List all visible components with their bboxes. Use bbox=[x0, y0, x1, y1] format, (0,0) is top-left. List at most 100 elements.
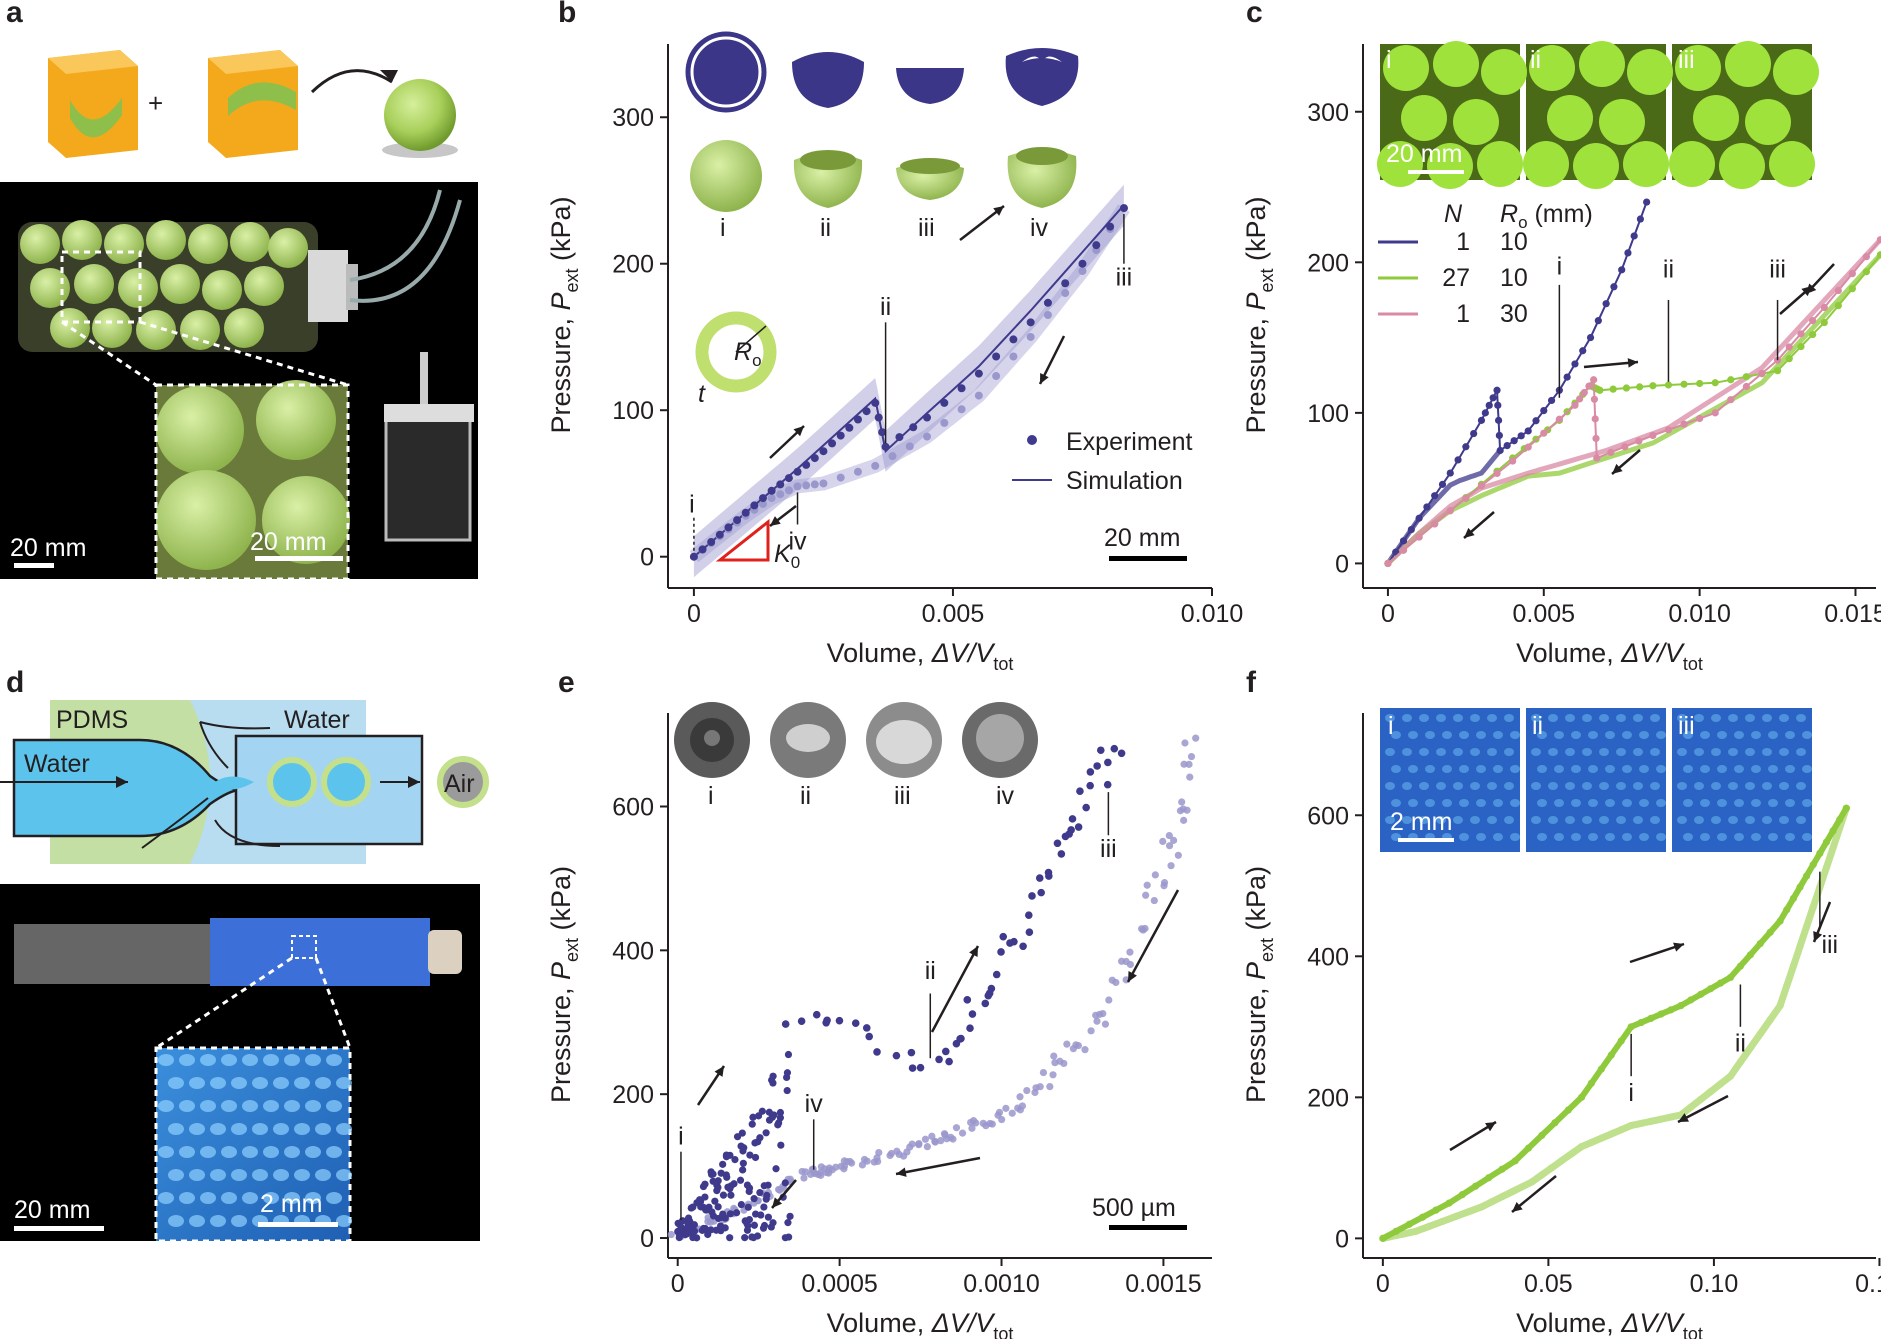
data-point-load bbox=[750, 1221, 759, 1229]
bubble bbox=[1582, 748, 1592, 756]
data-point-experiment bbox=[1078, 259, 1087, 268]
x-axis-label-sub: tot bbox=[1683, 654, 1703, 674]
data-point-load bbox=[1789, 894, 1797, 903]
arrowhead bbox=[1485, 1122, 1496, 1132]
data-point-unload bbox=[875, 1148, 883, 1157]
bubble bbox=[1537, 765, 1547, 773]
data-point-unload bbox=[1160, 882, 1168, 890]
data-point-unload bbox=[784, 486, 793, 495]
data-point-unload bbox=[1498, 1193, 1506, 1201]
bubble bbox=[1677, 782, 1687, 790]
data-point-load bbox=[727, 1182, 735, 1190]
data-point bbox=[1618, 266, 1626, 274]
bubble bbox=[1453, 714, 1463, 722]
photo-c-label-ii: ii bbox=[1530, 46, 1541, 74]
data-point bbox=[1399, 537, 1408, 545]
data-point bbox=[1785, 343, 1793, 351]
data-point-unload bbox=[1478, 1203, 1486, 1211]
bubble bbox=[189, 1215, 205, 1227]
bubble bbox=[1677, 816, 1687, 824]
bubble bbox=[263, 1146, 279, 1158]
bubble bbox=[1745, 748, 1755, 756]
y-tick-label: 0 bbox=[1335, 550, 1349, 578]
data-point-unload bbox=[800, 1174, 808, 1182]
bubble bbox=[1442, 799, 1452, 807]
data-point-unload bbox=[1096, 1010, 1104, 1018]
data-point-unload bbox=[905, 442, 914, 451]
bubble bbox=[210, 1215, 226, 1227]
bubble bbox=[1548, 714, 1558, 722]
pdms-label: PDMS bbox=[56, 706, 128, 734]
bubble bbox=[1588, 731, 1598, 739]
data-point bbox=[1571, 360, 1579, 368]
bubble bbox=[200, 1054, 216, 1066]
inset-bubbles bbox=[158, 1054, 352, 1227]
data-point-unload bbox=[1617, 1126, 1625, 1134]
data-point-load bbox=[762, 1129, 770, 1137]
data-point bbox=[1446, 507, 1454, 515]
data-point-experiment bbox=[724, 523, 733, 532]
sphere bbox=[156, 386, 244, 474]
bubble bbox=[1453, 748, 1463, 756]
data-point bbox=[1517, 432, 1525, 440]
bubble bbox=[1459, 833, 1469, 841]
legend-label-simulation: Simulation bbox=[1066, 467, 1183, 495]
data-point-load bbox=[1057, 850, 1066, 858]
data-point-unload bbox=[998, 1115, 1006, 1124]
data-point-experiment bbox=[784, 474, 793, 483]
data-point-unload bbox=[1060, 1059, 1068, 1068]
data-point-load bbox=[1836, 815, 1844, 824]
data-point-experiment bbox=[881, 442, 890, 451]
bubble bbox=[1504, 782, 1514, 790]
bubble bbox=[1694, 782, 1704, 790]
panel-d-letter: d bbox=[6, 666, 24, 699]
data-point-unload bbox=[1185, 760, 1193, 768]
data-point-unload bbox=[1746, 1044, 1754, 1052]
data-point-unload bbox=[667, 1230, 675, 1239]
data-point-unload bbox=[1637, 1119, 1645, 1128]
data-point bbox=[1431, 492, 1439, 500]
data-point-unload bbox=[1783, 982, 1791, 990]
data-point-unload bbox=[921, 1135, 930, 1143]
bubble bbox=[1694, 714, 1704, 722]
data-point-unload bbox=[967, 1118, 975, 1127]
panel-b-letter: b bbox=[558, 0, 576, 29]
bubble bbox=[1734, 833, 1744, 841]
annotation-label: ii bbox=[880, 293, 891, 321]
data-point-unload bbox=[1137, 925, 1146, 933]
sphere bbox=[1573, 143, 1619, 189]
data-point bbox=[1680, 380, 1688, 388]
bubble bbox=[1796, 782, 1806, 790]
bubble bbox=[1402, 816, 1412, 824]
bubble bbox=[168, 1169, 184, 1181]
bubble bbox=[305, 1100, 321, 1112]
data-point-load bbox=[987, 984, 996, 993]
bubble bbox=[1391, 731, 1401, 739]
data-point bbox=[1742, 373, 1750, 381]
arrowhead bbox=[1040, 373, 1049, 384]
data-point-load bbox=[1035, 874, 1044, 882]
y-axis-label-unit: (kPa) bbox=[546, 196, 576, 268]
panel-a: a + bbox=[0, 0, 478, 581]
sphere bbox=[1725, 41, 1771, 87]
data-point-load bbox=[966, 1024, 974, 1033]
bubble bbox=[1582, 714, 1592, 722]
bubble bbox=[1768, 833, 1778, 841]
data-point-load bbox=[1766, 928, 1774, 936]
bubble bbox=[1599, 782, 1609, 790]
data-point-unload bbox=[974, 391, 983, 400]
bubble bbox=[1442, 731, 1452, 739]
data-point-unload bbox=[1032, 1084, 1040, 1092]
data-point-unload bbox=[758, 499, 767, 508]
data-point-unload bbox=[931, 1137, 939, 1145]
sphere bbox=[1675, 45, 1721, 91]
bubble bbox=[1385, 714, 1395, 722]
data-point bbox=[1454, 456, 1462, 464]
data-point-unload bbox=[1051, 1059, 1059, 1067]
bubble bbox=[1802, 765, 1812, 773]
data-point-unload bbox=[1063, 1040, 1071, 1048]
bubble bbox=[210, 1123, 226, 1135]
sphere bbox=[1669, 141, 1715, 187]
data-point-load bbox=[764, 1213, 772, 1221]
sphere bbox=[1745, 99, 1791, 145]
